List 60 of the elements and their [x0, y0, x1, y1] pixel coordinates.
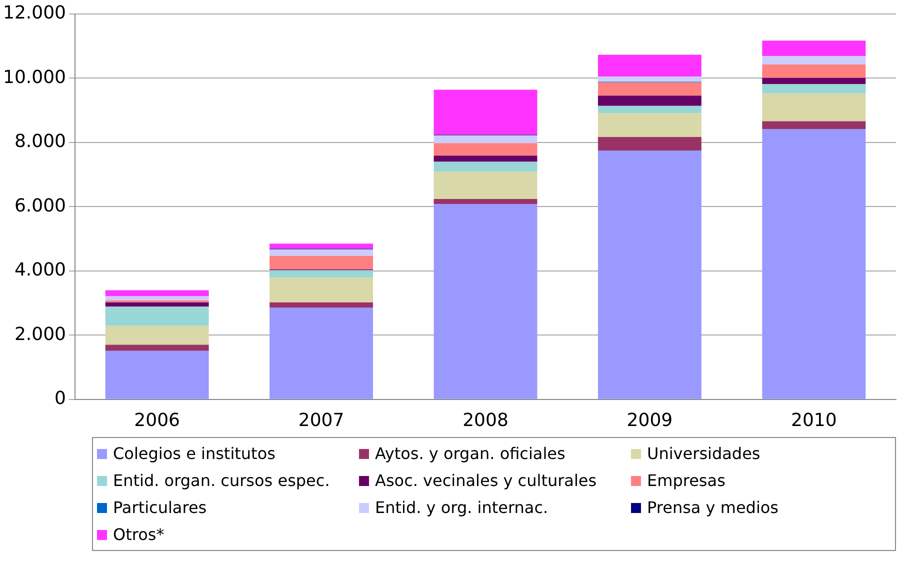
bar [762, 84, 866, 94]
bar [598, 82, 702, 96]
bar [270, 302, 374, 308]
y-tick-label: 2.000 [14, 324, 66, 345]
bar [105, 290, 209, 296]
bar [598, 106, 702, 114]
legend-label: Otros* [113, 525, 164, 544]
bar [434, 135, 538, 144]
bar [270, 256, 374, 270]
y-tick-label: 4.000 [14, 260, 66, 281]
bar [598, 137, 702, 150]
bar [762, 129, 866, 399]
bar [105, 296, 209, 300]
bar [105, 302, 209, 307]
bar [762, 93, 866, 122]
legend-label: Aytos. y organ. oficiales [375, 444, 566, 463]
y-tick-label: 12.000 [3, 2, 66, 24]
bar [434, 198, 538, 204]
legend-label: Entid. y org. internac. [375, 498, 548, 517]
bar [598, 76, 702, 82]
bar [270, 249, 374, 256]
bar [434, 162, 538, 172]
bar [434, 204, 538, 399]
bar [762, 40, 866, 56]
bar [105, 326, 209, 345]
legend-label: Empresas [647, 471, 726, 490]
bar [105, 350, 209, 399]
bar [762, 121, 866, 130]
bar [598, 96, 702, 106]
bar [598, 150, 702, 399]
legend-label: Universidades [647, 444, 760, 463]
bar [762, 56, 866, 64]
bar [598, 54, 702, 77]
y-tick-label: 10.000 [3, 66, 66, 88]
y-tick-label: 0 [54, 388, 66, 410]
x-tick-label: 2009 [626, 410, 673, 431]
legend-label: Colegios e institutos [113, 444, 276, 463]
bar [434, 156, 538, 162]
y-tick-label: 6.000 [14, 195, 66, 216]
legend-label: Entid. organ. cursos espec. [113, 471, 330, 490]
bar [105, 306, 209, 326]
x-tick-label: 2006 [134, 410, 180, 431]
x-tick-label: 2007 [298, 410, 344, 431]
legend-label: Particulares [113, 498, 207, 517]
bar [270, 278, 374, 302]
bar [598, 113, 702, 138]
bar [762, 78, 866, 84]
legend-label: Asoc. vecinales y culturales [375, 471, 597, 490]
bar [270, 270, 374, 278]
legend-label: Prensa y medios [647, 498, 779, 517]
bar [270, 244, 374, 249]
bar [434, 143, 538, 156]
x-tick-label: 2010 [790, 410, 837, 431]
bar [270, 308, 374, 399]
bar [434, 90, 538, 135]
x-tick-label: 2008 [462, 410, 508, 431]
bar [762, 64, 866, 78]
bar [105, 344, 209, 351]
y-tick-label: 8.000 [14, 131, 66, 152]
bar [434, 172, 538, 199]
